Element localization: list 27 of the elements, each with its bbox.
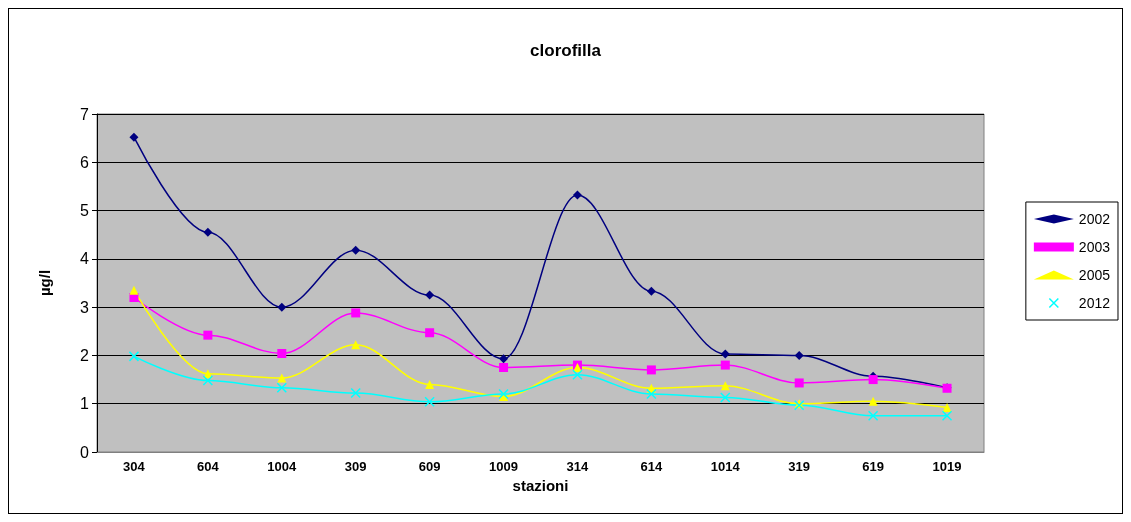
- x-tick-label: 604: [197, 459, 220, 474]
- legend-label: 2012: [1078, 295, 1111, 311]
- y-tick-label: 5: [80, 202, 90, 220]
- x-tick-label: 304: [123, 459, 146, 474]
- y-tick-label: 3: [80, 298, 90, 316]
- x-tick-label: 1004: [267, 459, 298, 474]
- y-tick-label: 0: [80, 443, 90, 461]
- y-tick-label: 1: [80, 395, 90, 413]
- x-tick-label: 619: [862, 459, 884, 474]
- chart-title: clorofilla: [530, 41, 602, 60]
- x-tick-label: 309: [344, 459, 367, 474]
- y-tick-label: 4: [80, 250, 90, 268]
- x-tick-label: 1009: [489, 459, 518, 474]
- legend-label: 2003: [1078, 239, 1111, 255]
- x-tick-label: 1014: [710, 459, 741, 474]
- legend-label: 2002: [1078, 211, 1111, 227]
- x-tick-label: 314: [566, 459, 590, 474]
- y-tick-label: 2: [80, 346, 90, 364]
- legend-label: 2005: [1078, 267, 1111, 283]
- y-tick-label: 7: [80, 105, 90, 123]
- x-axis-title: stazioni: [512, 476, 569, 494]
- y-axis-title: µg/l: [36, 269, 53, 297]
- x-tick-label: 1019: [932, 459, 962, 474]
- x-tick-label: 609: [418, 459, 441, 474]
- y-tick-label: 6: [80, 153, 90, 171]
- x-tick-label: 614: [640, 459, 663, 474]
- x-tick-label: 319: [788, 459, 811, 474]
